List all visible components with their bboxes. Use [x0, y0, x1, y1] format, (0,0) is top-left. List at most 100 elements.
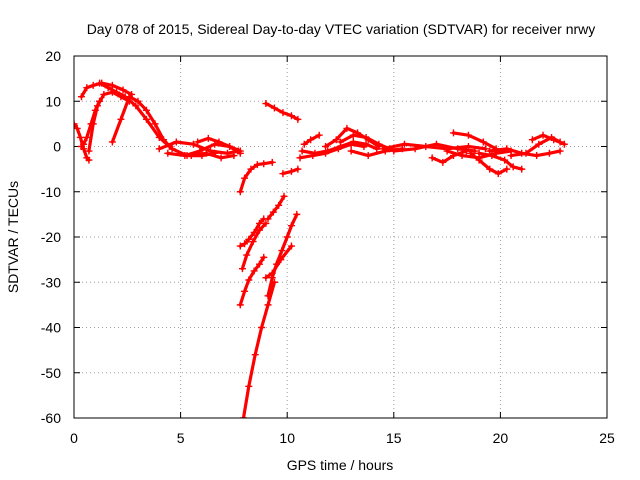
- series-arc-11: [236, 158, 276, 196]
- series-trace: [241, 280, 276, 418]
- data-point: [279, 170, 287, 178]
- data-point: [83, 84, 91, 92]
- x-axis-label: GPS time / hours: [287, 457, 394, 473]
- data-point: [533, 152, 541, 160]
- data-point: [241, 174, 249, 182]
- data-point: [236, 188, 244, 196]
- data-point: [236, 301, 244, 309]
- data-point: [117, 115, 125, 123]
- y-tick-label: -30: [41, 274, 61, 290]
- data-point: [181, 152, 189, 160]
- series-arc-18: [264, 192, 288, 223]
- data-point: [264, 301, 272, 309]
- data-point: [204, 134, 212, 142]
- series-arc-13: [238, 219, 270, 273]
- data-point: [300, 140, 308, 148]
- data-point: [501, 156, 509, 164]
- data-point: [296, 154, 304, 162]
- data-point: [241, 287, 249, 295]
- data-point: [202, 149, 210, 157]
- data-point: [400, 140, 408, 148]
- data-point: [142, 115, 150, 123]
- data-point: [280, 192, 288, 200]
- data-point: [528, 136, 536, 144]
- series-arc-21: [300, 131, 323, 148]
- y-tick-label: -60: [41, 410, 61, 426]
- data-point: [343, 124, 351, 132]
- series-arc-20: [262, 100, 302, 123]
- data-point: [322, 143, 330, 150]
- data-point: [560, 140, 568, 148]
- data-point: [462, 147, 470, 155]
- series-trace: [451, 131, 498, 151]
- data-point: [89, 120, 97, 128]
- data-point: [349, 131, 357, 139]
- chart-title: Day 078 of 2015, Sidereal Day-to-day VTE…: [87, 21, 596, 37]
- data-point: [518, 165, 526, 173]
- data-point: [270, 104, 278, 112]
- data-point: [507, 152, 515, 160]
- series-arc-6: [108, 93, 174, 150]
- data-point: [249, 238, 257, 246]
- series-arc-9: [194, 134, 244, 157]
- data-point: [250, 267, 258, 275]
- y-tick-label: -20: [41, 229, 61, 245]
- data-point: [189, 140, 197, 148]
- data-point: [294, 165, 302, 173]
- x-tick-label: 10: [279, 430, 295, 446]
- data-point: [375, 140, 383, 148]
- x-tick-label: 15: [386, 430, 402, 446]
- data-point: [245, 276, 253, 284]
- data-point: [80, 140, 88, 148]
- data-point: [545, 149, 553, 157]
- data-point: [454, 145, 462, 153]
- data-point: [230, 152, 238, 160]
- data-point: [226, 143, 234, 150]
- series-arc-17: [264, 210, 301, 300]
- y-tick-label: -10: [41, 184, 61, 200]
- data-point: [449, 129, 457, 137]
- data-point: [535, 140, 543, 148]
- data-point: [275, 201, 283, 209]
- plot-frame: [73, 55, 608, 419]
- series-arc-19: [279, 165, 302, 178]
- data-point: [486, 165, 494, 173]
- data-point: [287, 242, 295, 250]
- data-point: [362, 140, 370, 148]
- data-point: [269, 208, 277, 216]
- data-point: [83, 133, 91, 141]
- data-point: [155, 145, 163, 153]
- series-arc-36: [528, 131, 568, 148]
- series-trace: [110, 95, 172, 149]
- data-point: [475, 149, 483, 157]
- data-point: [467, 149, 475, 157]
- data-point: [475, 156, 483, 164]
- data-point: [268, 274, 276, 282]
- data-point: [253, 161, 261, 169]
- data-point: [293, 210, 301, 218]
- data-point: [132, 102, 140, 110]
- x-tick-label: 20: [493, 430, 509, 446]
- data-point: [273, 260, 281, 268]
- data-point: [76, 133, 84, 141]
- y-axis-label: SDTVAR / TECUs: [5, 181, 21, 293]
- data-point: [287, 167, 295, 175]
- data-point: [134, 97, 142, 105]
- data-point: [255, 260, 263, 268]
- series-arc-33: [475, 149, 526, 173]
- data-point: [251, 351, 259, 359]
- series-arc-28: [390, 140, 479, 155]
- data-point: [264, 292, 272, 300]
- series-trace: [266, 194, 286, 221]
- data-point: [77, 93, 85, 101]
- data-point: [245, 235, 253, 243]
- data-point: [428, 154, 436, 162]
- data-point: [488, 152, 496, 160]
- data-point: [278, 247, 286, 255]
- y-tick-label: 0: [53, 139, 61, 155]
- data-point: [324, 147, 332, 155]
- data-point: [458, 152, 466, 160]
- data-point: [74, 120, 78, 128]
- data-point: [315, 131, 323, 139]
- data-point: [247, 165, 255, 173]
